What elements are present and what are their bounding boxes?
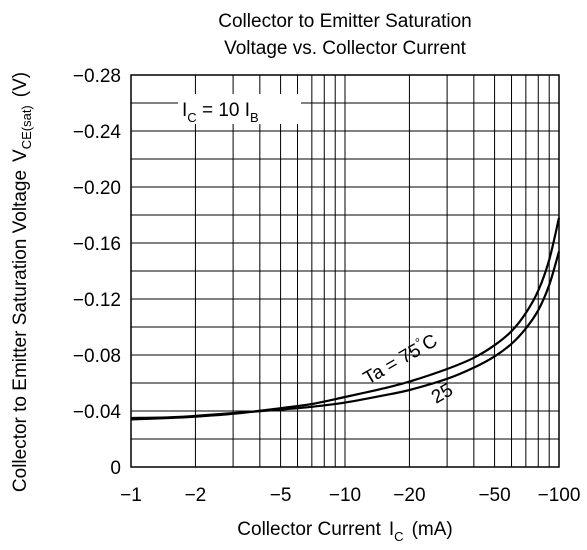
x-axis-label-unit: (mA) [412,519,453,540]
y-axis-label-symbol: V [10,149,31,162]
y-tick-label: −0.20 [73,178,121,199]
x-axis-label: Collector Current IC (mA) [237,519,452,544]
chart-title-line-1: Collector to Emitter Saturation [218,11,471,32]
y-axis-label-sub: CE(sat) [19,105,34,149]
y-tick-label: −0.24 [73,122,122,143]
plot-frame [130,74,560,468]
y-tick-label: −0.16 [73,234,121,255]
x-tick-label: −5 [270,485,292,506]
series-label-75c-ta: Ta [360,361,388,389]
x-tick-label: −10 [329,485,361,506]
y-axis-label-unit: (V) [10,72,31,97]
y-tick-label: −0.12 [73,290,121,311]
x-tick-label: −100 [538,485,581,506]
x-tick-labels: −1 −2 −5 −10 −20 −50 −100 [120,485,580,506]
condition-ib-sub: B [250,110,259,125]
x-axis-label-sub: C [394,529,403,544]
y-axis-label: Collector to Emitter Saturation Voltage V… [10,72,34,492]
series-line-25c [130,251,561,420]
series-label-75c-c: C [419,330,441,355]
x-tick-label: −50 [478,485,510,506]
condition-ic-sub: C [187,110,196,125]
y-tick-label: −0.04 [73,402,122,423]
chart-title-line-2: Voltage vs. Collector Current [224,38,467,59]
y-tick-label: −0.08 [73,346,121,367]
x-axis-label-main: Collector Current [237,519,381,540]
y-tick-label: 0 [110,458,121,479]
grid-lines [131,75,559,467]
condition-ic: I [182,100,187,121]
x-tick-label: −20 [393,485,425,506]
y-axis-label-main: Collector to Emitter Saturation Voltage [10,170,31,492]
condition-label-background [178,94,301,124]
x-tick-label: −1 [120,485,142,506]
series-label-75c: Ta= 75°C [359,328,442,390]
x-tick-label: −2 [185,485,207,506]
y-tick-labels: 0 −0.04 −0.08 −0.12 −0.16 −0.20 −0.24 −0.28 [73,66,122,479]
y-tick-label: −0.28 [73,66,121,87]
condition-label: IC = 10 IB [182,100,259,125]
x-axis-label-symbol: I [389,519,394,540]
series-lines [130,217,561,421]
condition-ib: I [245,100,250,121]
condition-eq: = 10 [197,100,245,121]
